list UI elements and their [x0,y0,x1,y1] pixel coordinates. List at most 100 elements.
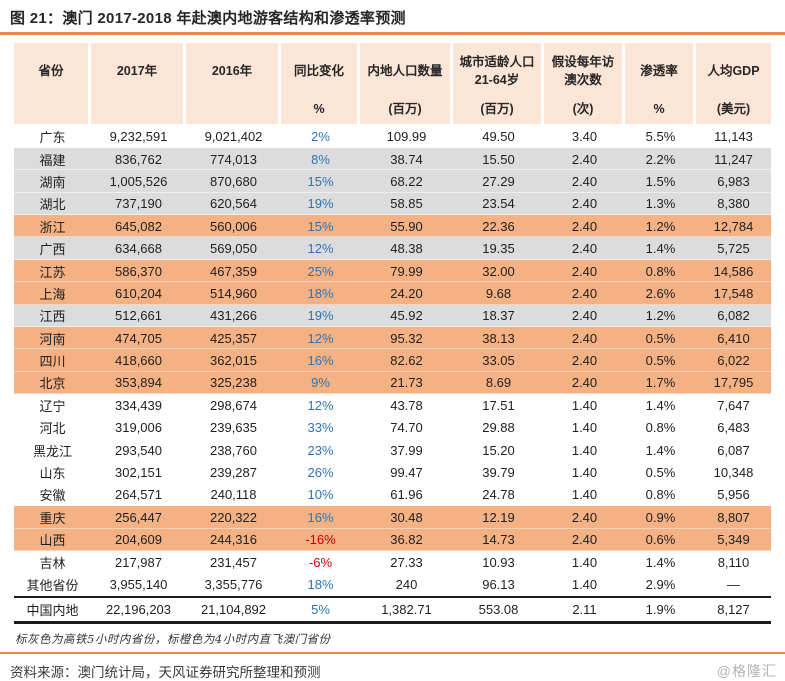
header-gdp-per-capita: 人均GDP (美元) [696,42,771,124]
cell-2017: 353,894 [115,375,162,391]
cell-mainland-population: 37.99 [390,442,423,458]
cell-yoy-change: -6% [308,554,333,570]
cell-yoy-change: 33% [307,420,334,436]
cell-province: 江西 [39,309,66,325]
cell-mainland-population: 1,382.71 [381,601,432,617]
cell-yoy-change: 8% [311,151,330,167]
cell-gdp-per-capita: 6,022 [717,353,750,369]
cell-2017: 302,151 [115,465,162,481]
cell-2016: 774,013 [210,151,257,167]
cell-penetration-rate: 0.5% [645,330,676,346]
cell-province: 辽宁 [39,398,66,414]
cell-gdp-per-capita: 5,725 [717,241,750,257]
header-label: 假设每年访 澳次数 [551,54,615,87]
cell-yoy-change: 10% [307,487,334,503]
cell-yoy-change: 19% [307,196,334,212]
cell-urban-working-age: 24.78 [482,487,515,503]
cell-penetration-rate: 1.3% [645,196,676,212]
cell-gdp-per-capita: 6,483 [717,420,750,436]
cell-urban-working-age: 96.13 [482,577,515,592]
cell-annual-visits: 1.40 [571,554,598,570]
cell-yoy-change: 23% [307,442,334,458]
cell-2016: 870,680 [210,173,257,189]
table-header: 省份 2017年 2016年 同比变化% 内地人口数量 (百万) 城市适龄人口 21-64岁 (… [14,42,771,124]
cell-gdp-per-capita: 5,956 [717,487,750,503]
cell-gdp-per-capita: 6,087 [717,442,750,458]
cell-2017: 737,190 [115,196,162,212]
cell-mainland-population: 58.85 [390,196,423,212]
cell-2017: 22,196,203 [105,601,172,617]
cell-mainland-population: 43.78 [390,397,423,413]
header-province: 省份 [14,42,88,124]
cell-mainland-population: 24.20 [390,285,423,301]
table-row: 北京 353,894 325,238 9% 21.73 8.69 2.40 1.7% 17,79… [14,371,771,395]
table-row: 浙江 645,082 560,006 15% 55.90 22.36 2.40 1.2% 12,… [14,215,771,238]
cell-urban-working-age: 27.29 [482,173,515,189]
cell-annual-visits: 1.40 [571,465,598,481]
table-row: 河北 319,006 239,635 33% 74.70 29.88 1.40 0.8% 6,4… [14,417,771,439]
header-label: 同比变化 [293,63,344,78]
cell-gdp-per-capita: 10,348 [713,465,754,481]
cell-annual-visits: 2.40 [571,532,598,548]
cell-annual-visits: 1.40 [571,577,598,592]
cell-yoy-change: 12% [307,330,334,346]
table-row: 湖南 1,005,526 870,680 15% 68.22 27.29 2.40 1.5% 6… [14,170,771,193]
header-unit: (百万) [480,101,514,116]
cell-2016: 244,316 [210,532,257,548]
cell-penetration-rate: 0.5% [645,465,676,481]
cell-2016: 21,104,892 [200,601,267,617]
cell-penetration-rate: 1.4% [645,554,676,570]
cell-2016: 325,238 [210,375,257,391]
cell-2017: 334,439 [115,397,162,413]
header-unit: (百万) [388,101,422,116]
cell-urban-working-age: 38.13 [482,330,515,346]
cell-gdp-per-capita: 11,247 [714,151,753,167]
header-unit [186,100,278,124]
cell-gdp-per-capita: 17,548 [713,285,754,301]
cell-annual-visits: 2.40 [571,263,598,279]
cell-penetration-rate: 1.4% [645,442,676,458]
cell-province: 黑龙江 [32,443,72,459]
table-row: 四川 418,660 362,015 16% 82.62 33.05 2.40 0.5% 6,0… [14,349,771,372]
cell-2017: 3,955,140 [109,577,168,592]
cell-province: 吉林 [39,555,66,571]
cell-annual-visits: 1.40 [571,397,598,413]
cell-annual-visits: 2.40 [571,218,598,234]
table-row: 安徽 264,571 240,118 10% 61.96 24.78 1.40 0.8% 5,9… [14,484,771,506]
cell-2016: 9,021,402 [204,129,263,145]
cell-2016: 231,457 [210,554,257,570]
header-label: 2016年 [211,63,253,78]
cell-2017: 204,609 [115,532,162,548]
cell-mainland-population: 240 [395,577,418,592]
cell-mainland-population: 38.74 [390,151,423,167]
cell-gdp-per-capita: — [727,577,740,592]
cell-urban-working-age: 32.00 [482,263,515,279]
cell-mainland-population: 74.70 [390,420,423,436]
cell-yoy-change: 26% [307,465,334,481]
cell-gdp-per-capita: 8,127 [717,601,750,617]
cell-urban-working-age: 19.35 [482,241,515,257]
cell-yoy-change: 15% [307,218,334,234]
header-label: 人均GDP [707,63,760,78]
cell-yoy-change: 5% [311,601,330,617]
header-unit: % [653,101,665,116]
cell-province: 江苏 [39,264,66,280]
cell-2017: 634,668 [115,241,162,257]
footer-rule [0,651,785,654]
cell-urban-working-age: 15.50 [482,151,515,167]
header-label: 渗透率 [640,63,678,78]
cell-yoy-change: 2% [311,129,330,145]
cell-province: 中国内地 [26,602,79,618]
cell-gdp-per-capita: 6,082 [717,308,750,324]
cell-province: 上海 [39,286,66,302]
cell-penetration-rate: 5.5% [645,129,676,145]
cell-2016: 425,357 [210,330,257,346]
cell-province: 湖北 [39,197,66,213]
cell-penetration-rate: 1.5% [645,173,676,189]
cell-2017: 319,006 [115,420,162,436]
header-label: 内地人口数量 [367,63,443,78]
header-label: 省份 [38,63,64,78]
table-row: 福建 836,762 774,013 8% 38.74 15.50 2.40 2.2% 11,2… [14,147,771,171]
header-unit [14,100,88,124]
cell-urban-working-age: 15.20 [482,442,515,458]
